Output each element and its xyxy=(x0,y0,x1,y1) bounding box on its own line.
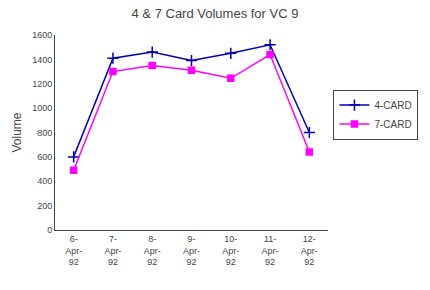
svg-text:1200: 1200 xyxy=(32,79,52,89)
svg-text:1000: 1000 xyxy=(32,103,52,113)
svg-text:7-Apr-92: 7-Apr-92 xyxy=(104,234,121,267)
svg-text:800: 800 xyxy=(37,128,52,138)
svg-text:9-Apr-92: 9-Apr-92 xyxy=(183,234,200,267)
svg-text:6-Apr-92: 6-Apr-92 xyxy=(65,234,82,267)
svg-text:400: 400 xyxy=(37,176,52,186)
svg-text:4-CARD: 4-CARD xyxy=(374,100,411,111)
svg-text:200: 200 xyxy=(37,201,52,211)
svg-text:8-Apr-92: 8-Apr-92 xyxy=(144,234,161,267)
svg-text:0: 0 xyxy=(47,225,52,235)
svg-text:11-Apr-92: 11-Apr-92 xyxy=(262,234,279,267)
svg-text:12-Apr-92: 12-Apr-92 xyxy=(301,234,318,267)
svg-text:1600: 1600 xyxy=(32,30,52,40)
svg-text:4 & 7 Card Volumes for VC 9: 4 & 7 Card Volumes for VC 9 xyxy=(132,6,299,21)
svg-text:Volume: Volume xyxy=(10,112,24,152)
svg-text:7-CARD: 7-CARD xyxy=(374,119,411,130)
svg-text:1400: 1400 xyxy=(32,55,52,65)
svg-text:10-Apr-92: 10-Apr-92 xyxy=(222,234,239,267)
svg-text:600: 600 xyxy=(37,152,52,162)
